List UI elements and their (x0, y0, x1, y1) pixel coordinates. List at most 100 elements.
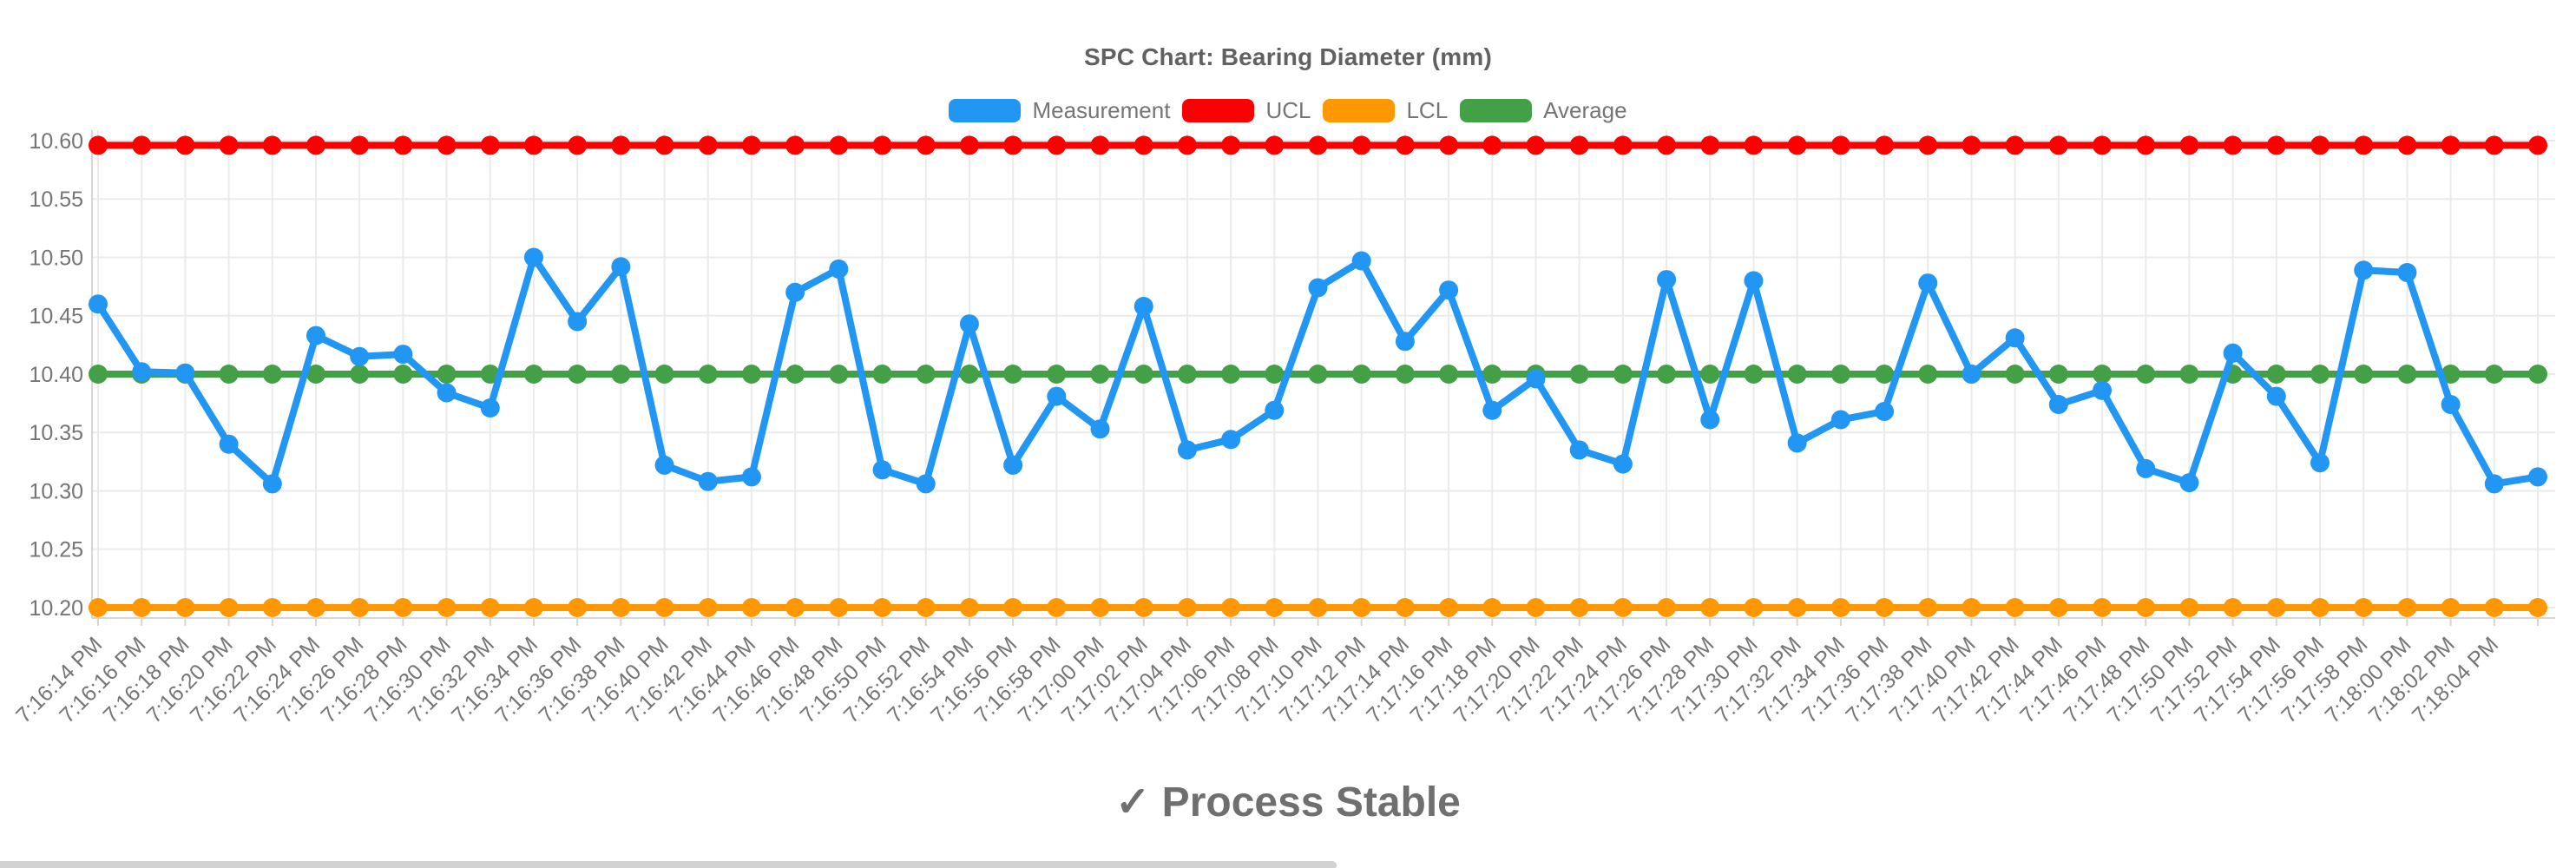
ucl-point[interactable] (959, 135, 979, 155)
ucl-point[interactable] (523, 135, 543, 155)
lcl-point[interactable] (350, 598, 370, 617)
legend-item-lcl[interactable]: LCL (1323, 99, 1448, 122)
ucl-point[interactable] (1657, 135, 1677, 155)
average-point[interactable] (523, 365, 543, 384)
lcl-point[interactable] (1221, 598, 1241, 617)
ucl-point[interactable] (393, 135, 413, 155)
average-point[interactable] (1003, 365, 1023, 384)
ucl-point[interactable] (1134, 135, 1153, 155)
average-point[interactable] (1657, 365, 1677, 384)
measurement-point[interactable] (89, 294, 108, 314)
lcl-point[interactable] (2005, 598, 2025, 617)
average-point[interactable] (2266, 365, 2286, 384)
average-point[interactable] (2179, 365, 2199, 384)
ucl-point[interactable] (219, 135, 239, 155)
measurement-point[interactable] (1134, 297, 1153, 316)
lcl-point[interactable] (89, 598, 108, 617)
average-point[interactable] (2484, 365, 2504, 384)
average-point[interactable] (1177, 365, 1197, 384)
measurement-point[interactable] (872, 460, 892, 480)
ucl-point[interactable] (2136, 135, 2156, 155)
ucl-point[interactable] (1265, 135, 1285, 155)
lcl-point[interactable] (480, 598, 500, 617)
ucl-point[interactable] (1003, 135, 1023, 155)
average-point[interactable] (2354, 365, 2374, 384)
measurement-point[interactable] (959, 314, 979, 334)
measurement-point[interactable] (2005, 328, 2025, 348)
measurement-point[interactable] (1700, 410, 1720, 430)
average-point[interactable] (1787, 365, 1807, 384)
ucl-point[interactable] (1962, 135, 1981, 155)
average-point[interactable] (2093, 365, 2113, 384)
ucl-point[interactable] (1439, 135, 1459, 155)
lcl-point[interactable] (1177, 598, 1197, 617)
average-point[interactable] (1482, 365, 1502, 384)
lcl-point[interactable] (698, 598, 718, 617)
ucl-point[interactable] (1526, 135, 1546, 155)
lcl-point[interactable] (568, 598, 588, 617)
average-point[interactable] (2310, 365, 2330, 384)
average-point[interactable] (350, 365, 370, 384)
average-point[interactable] (1395, 365, 1415, 384)
ucl-point[interactable] (2223, 135, 2243, 155)
lcl-point[interactable] (175, 598, 195, 617)
measurement-point[interactable] (698, 471, 718, 491)
ucl-point[interactable] (2266, 135, 2286, 155)
lcl-point[interactable] (262, 598, 282, 617)
average-point[interactable] (306, 365, 325, 384)
lcl-point[interactable] (523, 598, 543, 617)
lcl-point[interactable] (393, 598, 413, 617)
average-point[interactable] (1351, 365, 1371, 384)
average-point[interactable] (1613, 365, 1633, 384)
lcl-point[interactable] (1134, 598, 1153, 617)
spc-line-chart[interactable]: 10.60 10.55 10.50 10.45 10.40 10.35 10.30 10.25… (0, 0, 2576, 773)
measurement-point[interactable] (2136, 458, 2156, 478)
ucl-point[interactable] (2354, 135, 2374, 155)
measurement-point[interactable] (2441, 395, 2461, 414)
measurement-point[interactable] (2310, 453, 2330, 473)
measurement-point[interactable] (1177, 440, 1197, 460)
average-point[interactable] (1875, 365, 1895, 384)
measurement-point[interactable] (654, 455, 674, 475)
lcl-point[interactable] (959, 598, 979, 617)
measurement-point[interactable] (1613, 454, 1633, 474)
lcl-point[interactable] (1482, 598, 1502, 617)
average-point[interactable] (2528, 365, 2547, 384)
measurement-point[interactable] (1526, 369, 1546, 389)
average-point[interactable] (568, 365, 588, 384)
measurement-point[interactable] (2093, 380, 2113, 400)
ucl-point[interactable] (132, 135, 152, 155)
measurement-point[interactable] (1569, 440, 1589, 460)
lcl-point[interactable] (1526, 598, 1546, 617)
ucl-point[interactable] (2484, 135, 2504, 155)
lcl-point[interactable] (2093, 598, 2113, 617)
ucl-point[interactable] (1395, 135, 1415, 155)
measurement-point[interactable] (306, 326, 325, 345)
measurement-point[interactable] (1962, 365, 1981, 384)
average-point[interactable] (611, 365, 631, 384)
average-point[interactable] (1918, 365, 1938, 384)
measurement-point[interactable] (1657, 270, 1677, 290)
lcl-point[interactable] (654, 598, 674, 617)
ucl-point[interactable] (2310, 135, 2330, 155)
measurement-point[interactable] (611, 257, 631, 277)
ucl-point[interactable] (1047, 135, 1067, 155)
lcl-point[interactable] (785, 598, 805, 617)
lcl-point[interactable] (1875, 598, 1895, 617)
ucl-point[interactable] (1918, 135, 1938, 155)
measurement-point[interactable] (1003, 455, 1023, 475)
ucl-point[interactable] (1700, 135, 1720, 155)
horizontal-scrollbar-thumb[interactable] (0, 861, 1337, 868)
ucl-point[interactable] (1787, 135, 1807, 155)
ucl-point[interactable] (916, 135, 936, 155)
average-point[interactable] (219, 365, 239, 384)
ucl-point[interactable] (611, 135, 631, 155)
measurement-point[interactable] (437, 383, 457, 403)
lcl-point[interactable] (2397, 598, 2417, 617)
average-point[interactable] (1744, 365, 1764, 384)
average-point[interactable] (829, 365, 849, 384)
lcl-point[interactable] (1003, 598, 1023, 617)
average-point[interactable] (785, 365, 805, 384)
lcl-point[interactable] (1744, 598, 1764, 617)
average-point[interactable] (2397, 365, 2417, 384)
